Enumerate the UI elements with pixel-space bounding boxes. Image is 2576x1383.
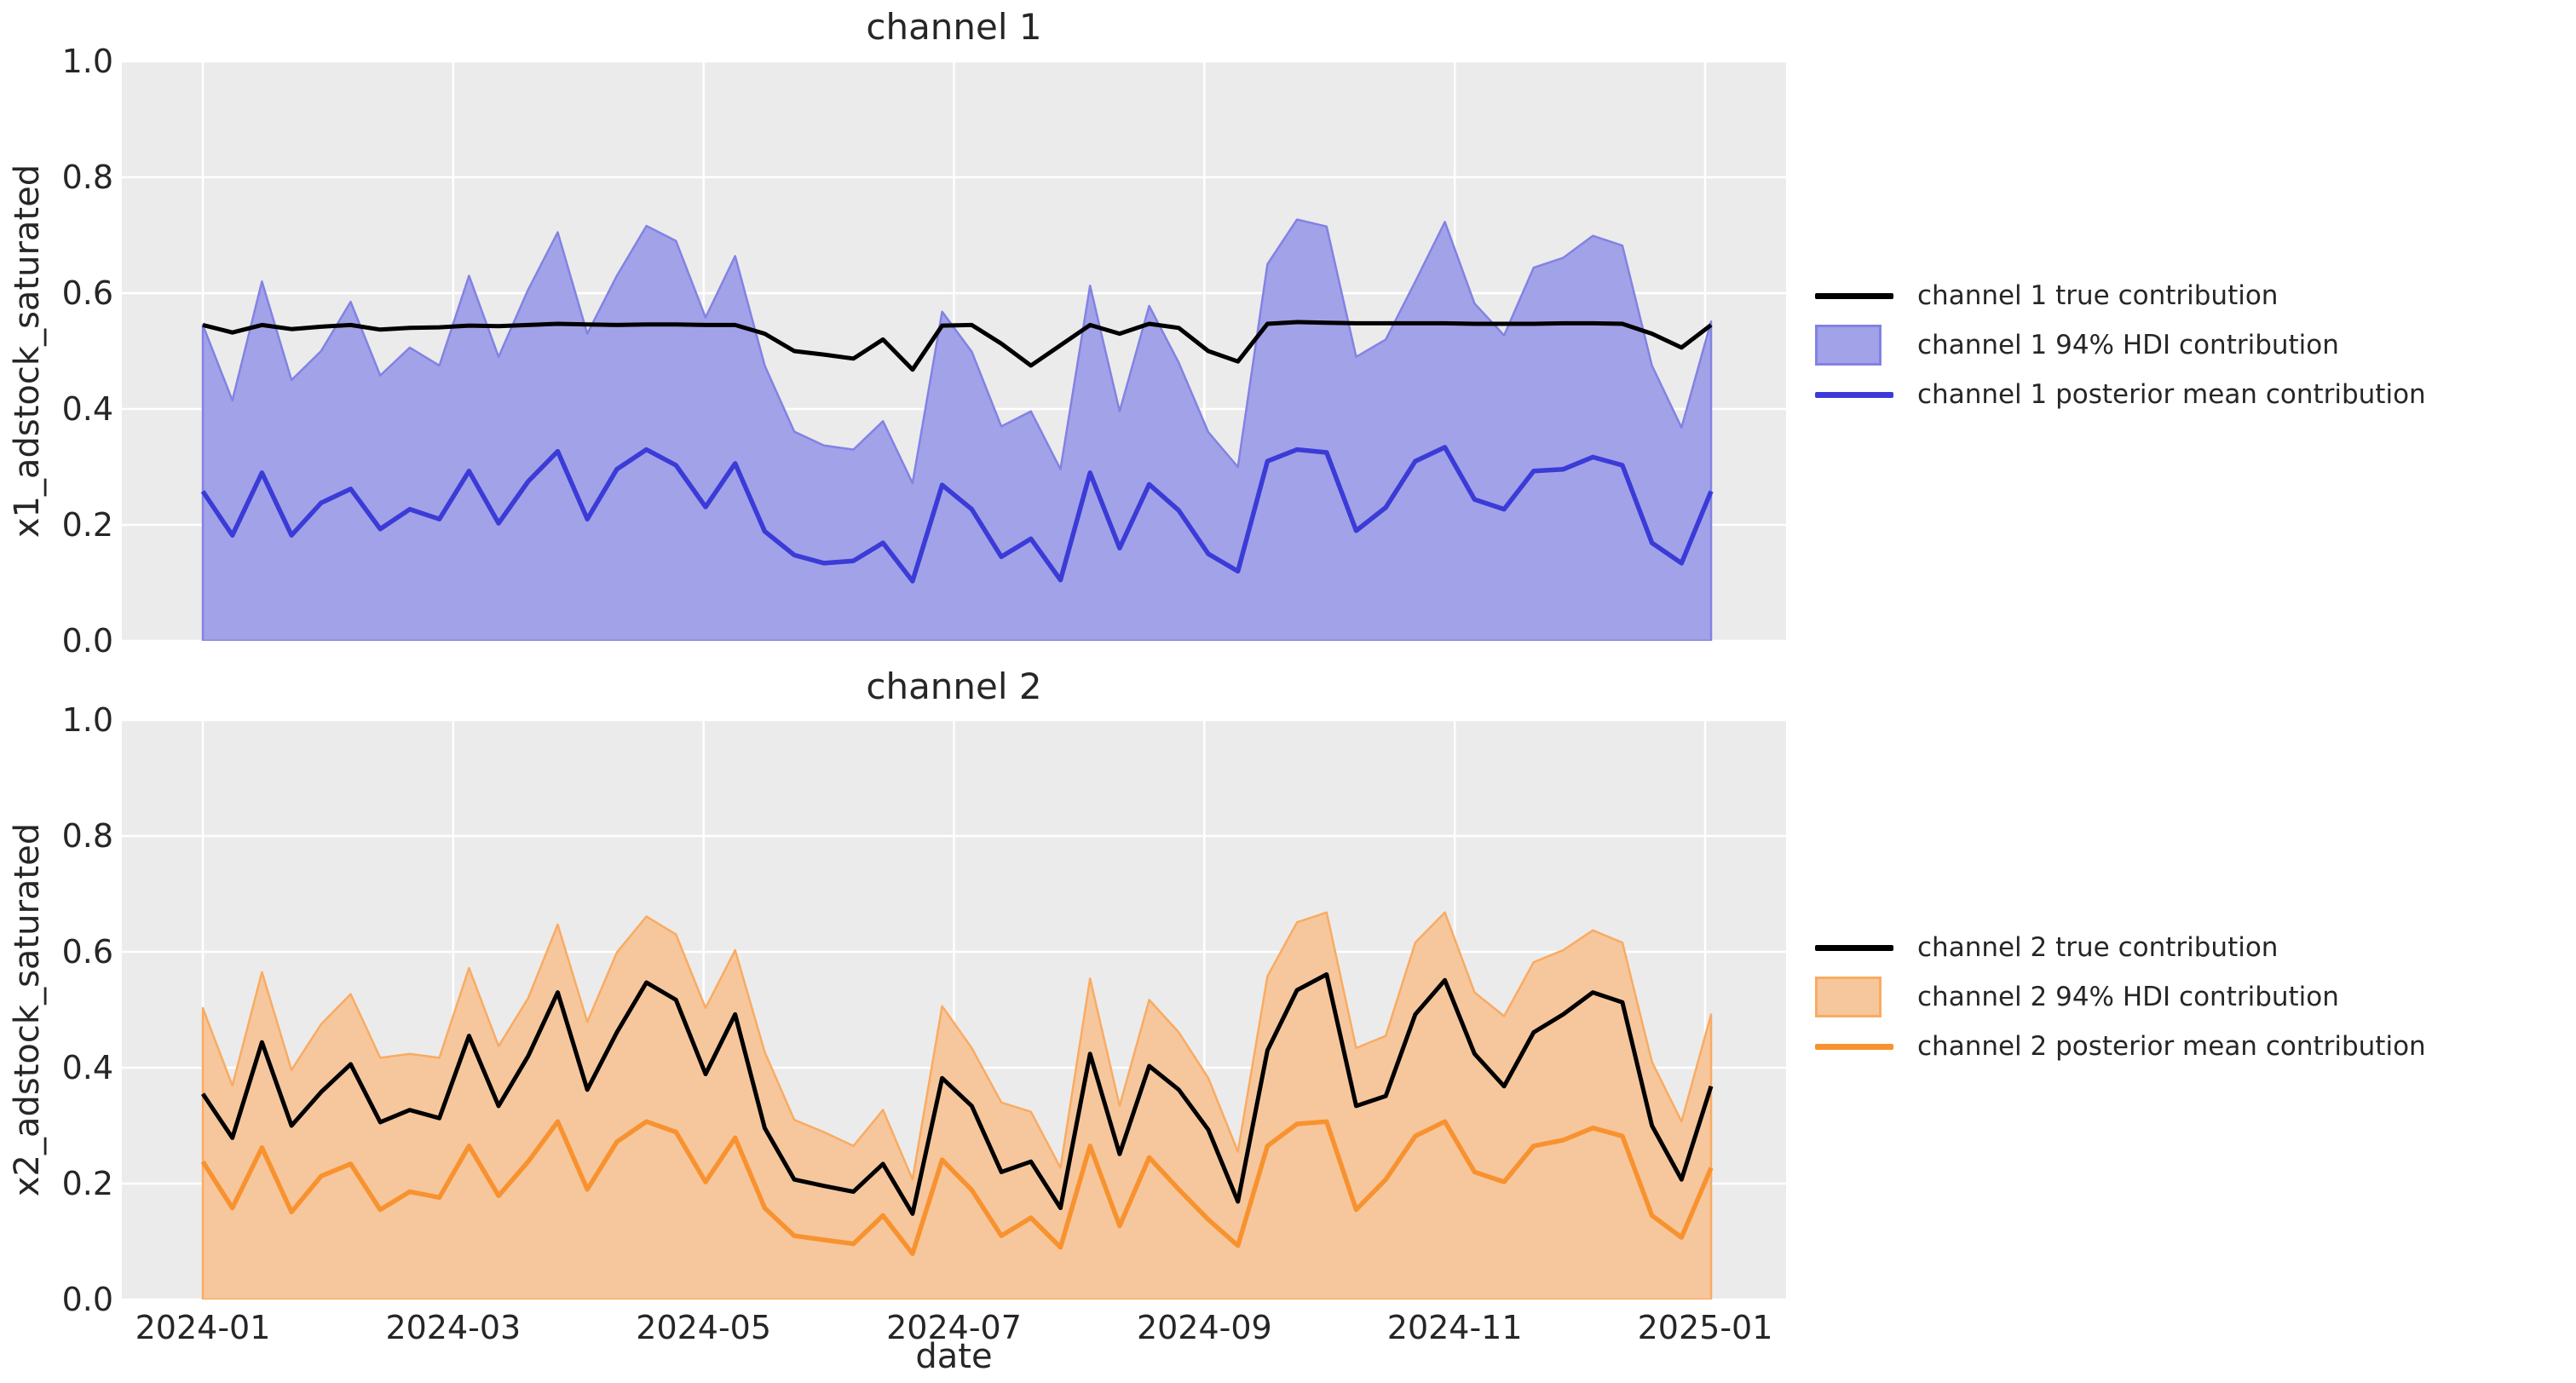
chart1-hdi-patch-swatch-icon [1815, 325, 1893, 366]
chart1-plot-area [122, 61, 1786, 641]
chart2-y-tick-label: 0.0 [61, 1281, 113, 1318]
chart2-legend: channel 2 true contribution channel 2 94… [1815, 927, 2426, 1067]
chart2-y-tick-label: 0.6 [61, 933, 113, 971]
x-tick-label: 2025-01 [1637, 1309, 1773, 1346]
chart2-y-tick-label: 0.4 [61, 1049, 113, 1086]
x-tick-label: 2024-11 [1386, 1309, 1523, 1346]
x-tick-label: 2024-03 [385, 1309, 522, 1346]
chart2-legend-label-mean: channel 2 posterior mean contribution [1917, 1031, 2426, 1062]
chart2-plot-area [122, 720, 1786, 1299]
chart2-true-line-swatch-icon [1815, 944, 1893, 951]
x-tick-label: 2024-07 [886, 1309, 1022, 1346]
chart1-title: channel 1 [866, 6, 1042, 48]
x-tick-label: 2024-09 [1136, 1309, 1272, 1346]
chart1-y-tick-label: 0.8 [61, 158, 113, 196]
chart2-mean-line-swatch-icon [1815, 1043, 1893, 1050]
chart2-legend-label-true: channel 2 true contribution [1917, 932, 2279, 963]
chart2-y-tick-label: 1.0 [61, 701, 113, 739]
chart1-legend-label-true: channel 1 true contribution [1917, 280, 2279, 311]
x-tick-label: 2024-01 [135, 1309, 271, 1346]
chart1-y-tick-label: 0.0 [61, 622, 113, 660]
chart1-y-tick-label: 0.4 [61, 390, 113, 428]
chart2-hdi-patch-swatch-icon [1815, 977, 1893, 1017]
chart1-legend-label-mean: channel 1 posterior mean contribution [1917, 379, 2426, 410]
chart1-legend-item-mean: channel 1 posterior mean contribution [1815, 374, 2426, 415]
chart1-y-tick-label: 0.2 [61, 506, 113, 544]
chart1-y-tick-label: 1.0 [61, 43, 113, 80]
chart2-title: channel 2 [866, 666, 1042, 707]
chart1-mean-line-swatch-icon [1815, 391, 1893, 398]
chart2-y-tick-label: 0.2 [61, 1165, 113, 1202]
chart2-legend-label-hdi: channel 2 94% HDI contribution [1917, 982, 2339, 1012]
chart2-canvas [122, 720, 1786, 1299]
x-axis-label: date [915, 1337, 993, 1376]
x-tick-label: 2024-05 [636, 1309, 772, 1346]
chart2-legend-item-true: channel 2 true contribution [1815, 927, 2426, 968]
chart1-canvas [122, 61, 1786, 641]
chart1-legend: channel 1 true contribution channel 1 94… [1815, 275, 2426, 415]
chart1-legend-label-hdi: channel 1 94% HDI contribution [1917, 330, 2339, 360]
chart2-y-tick-label: 0.8 [61, 817, 113, 855]
chart1-legend-item-true: channel 1 true contribution [1815, 275, 2426, 316]
chart2-legend-item-hdi: channel 2 94% HDI contribution [1815, 977, 2426, 1017]
chart2-legend-item-mean: channel 2 posterior mean contribution [1815, 1026, 2426, 1067]
chart1-y-tick-label: 0.6 [61, 274, 113, 312]
chart1-true-line-swatch-icon [1815, 292, 1893, 299]
chart1-legend-item-hdi: channel 1 94% HDI contribution [1815, 325, 2426, 366]
